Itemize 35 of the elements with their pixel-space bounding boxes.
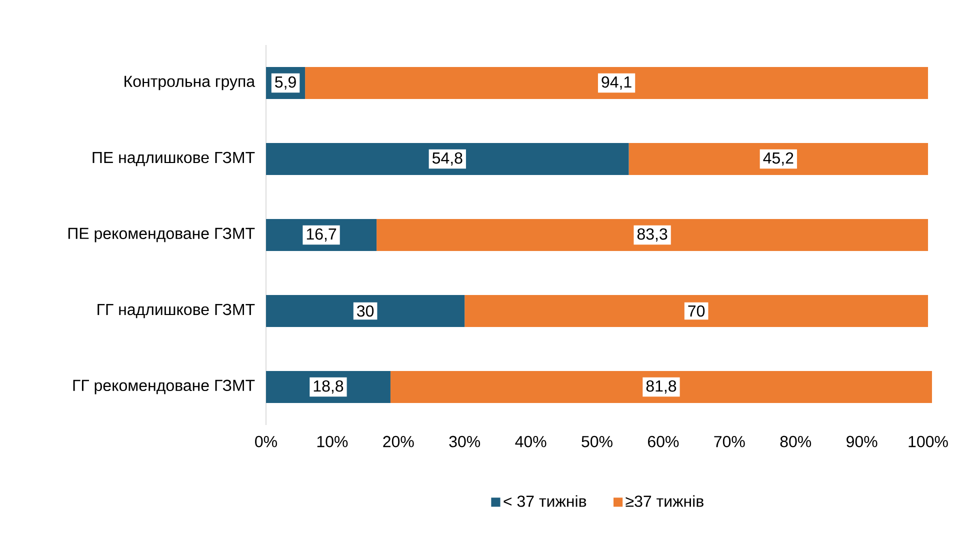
x-tick-label: 70% <box>714 436 745 448</box>
bar <box>376 218 928 251</box>
data-label: 45,2 <box>763 152 794 166</box>
x-tick-label: 100% <box>908 436 948 448</box>
data-label: 16,7 <box>306 228 336 242</box>
bar <box>266 143 629 175</box>
y-tick-label: ПЕ рекомендоване ГЗМТ <box>68 228 255 242</box>
x-tick-label: 80% <box>780 436 812 448</box>
x-tick-label: 10% <box>317 436 348 448</box>
data-label: 30 <box>357 305 374 317</box>
x-tick-label: 90% <box>846 436 878 448</box>
y-tick-label: Контрольна група <box>124 76 256 90</box>
data-label: 81,8 <box>646 380 676 394</box>
bar <box>628 143 928 175</box>
legend-label: ≥37 тижнів <box>626 495 704 507</box>
bar <box>266 294 465 327</box>
x-tick-label: 60% <box>648 436 679 448</box>
x-tick-label: 30% <box>449 436 480 448</box>
data-label: 18,8 <box>314 380 344 394</box>
data-label: 83,3 <box>637 228 668 242</box>
y-tick-label: ПЕ надлишкове ГЗМТ <box>92 152 255 166</box>
data-label: 5,9 <box>275 76 296 90</box>
legend-label: < 37 тижнів <box>504 495 586 507</box>
bar <box>464 294 928 327</box>
x-tick-label: 20% <box>383 436 414 448</box>
y-tick-label: ГГ надлишкове ГЗМТ <box>98 304 255 318</box>
data-label: 54,8 <box>432 152 462 166</box>
data-label: 94,1 <box>602 76 632 90</box>
bar <box>305 67 928 99</box>
x-tick-label: 0% <box>255 436 277 448</box>
bar <box>390 370 932 403</box>
x-tick-label: 40% <box>515 436 546 448</box>
x-tick-label: 50% <box>582 436 612 448</box>
y-tick-label: ГГ рекомендоване ГЗМТ <box>73 380 255 394</box>
data-label: 70 <box>688 305 705 317</box>
